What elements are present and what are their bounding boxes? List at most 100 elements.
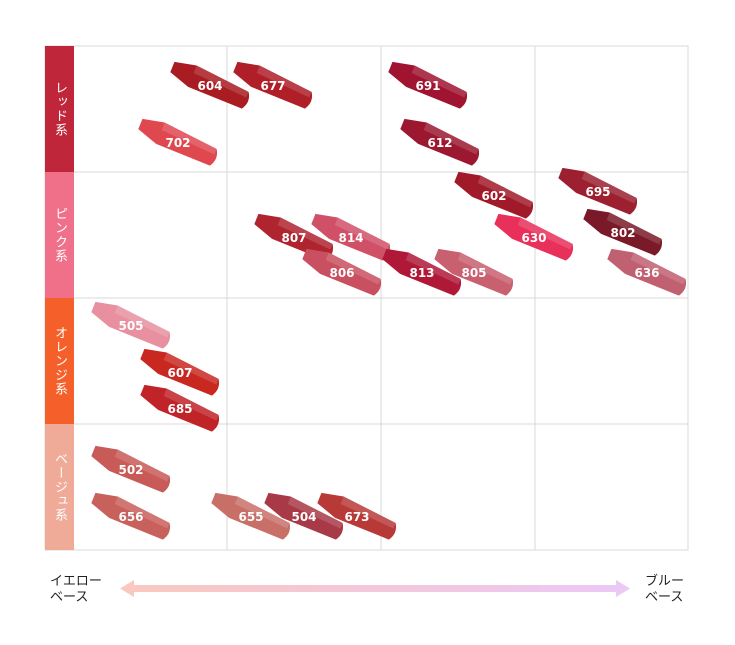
lipstick-shade bbox=[193, 65, 249, 98]
axis-right: ブルー ベース bbox=[645, 574, 684, 606]
lipstick-shade bbox=[325, 252, 381, 285]
axis-text: ベース bbox=[50, 590, 89, 605]
lipstick-shape bbox=[558, 167, 638, 215]
lipstick-shade bbox=[163, 388, 219, 421]
axis-text: ブルー bbox=[645, 574, 685, 589]
lipstick-shade bbox=[161, 122, 217, 155]
lipstick bbox=[254, 213, 334, 261]
lipstick-shape bbox=[91, 301, 171, 349]
axis-text: イエロー bbox=[50, 574, 102, 589]
lipstick bbox=[382, 248, 462, 296]
lipstick-shade bbox=[457, 252, 513, 285]
lipstick-shade bbox=[581, 171, 637, 204]
lipstick-shape bbox=[140, 384, 220, 432]
lipstick-shape bbox=[170, 61, 250, 109]
lipstick-shape bbox=[388, 61, 468, 109]
lipstick-label: 695 bbox=[585, 185, 610, 199]
lipstick bbox=[91, 301, 171, 349]
lipstick-label: 655 bbox=[238, 510, 263, 524]
lipstick-label: 807 bbox=[281, 231, 306, 245]
lipstick bbox=[583, 208, 663, 256]
lipstick-label: 504 bbox=[291, 510, 316, 524]
lipstick-shape bbox=[400, 118, 480, 166]
lipstick-shape bbox=[434, 248, 514, 296]
lipstick-shade bbox=[114, 305, 170, 338]
lipstick-shade bbox=[234, 496, 290, 529]
lipstick bbox=[302, 248, 382, 296]
grid bbox=[44, 45, 689, 551]
lipstick-shape bbox=[454, 171, 534, 219]
lipstick-shade bbox=[114, 449, 170, 482]
lipstick-shade bbox=[606, 212, 662, 245]
lipstick-shape bbox=[311, 213, 391, 261]
lipstick-label: 685 bbox=[167, 402, 192, 416]
lipstick-label: 630 bbox=[521, 231, 546, 245]
lipstick-label: 505 bbox=[118, 319, 143, 333]
lipstick bbox=[400, 118, 480, 166]
lipstick-shade bbox=[517, 217, 573, 250]
lipstick-label: 691 bbox=[415, 79, 440, 93]
lipstick bbox=[454, 171, 534, 219]
lipstick-shade bbox=[334, 217, 390, 250]
lipstick bbox=[264, 492, 344, 540]
lipstick bbox=[211, 492, 291, 540]
lipstick-label: 802 bbox=[610, 226, 635, 240]
lipstick-shade bbox=[163, 352, 219, 385]
lipstick-shade bbox=[630, 252, 686, 285]
lipstick bbox=[388, 61, 468, 109]
lipstick-shape bbox=[382, 248, 462, 296]
lipstick-shape bbox=[211, 492, 291, 540]
row-label: ピンク系 bbox=[45, 172, 74, 298]
row-label: レッド系 bbox=[45, 46, 74, 172]
lipstick bbox=[317, 492, 397, 540]
lipstick-shape bbox=[91, 445, 171, 493]
lipstick bbox=[170, 61, 250, 109]
lipstick bbox=[494, 213, 574, 261]
lipstick-label: 673 bbox=[344, 510, 369, 524]
axis-arrow bbox=[120, 580, 630, 597]
lipstick bbox=[434, 248, 514, 296]
row-label: オレンジ系 bbox=[45, 298, 74, 424]
lipstick-shape bbox=[302, 248, 382, 296]
lipstick-shape bbox=[317, 492, 397, 540]
lipstick-shape bbox=[607, 248, 687, 296]
lipstick-label: 604 bbox=[197, 79, 222, 93]
lipstick bbox=[138, 118, 218, 166]
lipstick bbox=[233, 61, 313, 109]
lipstick-shade bbox=[114, 496, 170, 529]
lipstick bbox=[607, 248, 687, 296]
lipstick-shape bbox=[138, 118, 218, 166]
lipstick-label: 814 bbox=[338, 231, 363, 245]
row-label: ベージュ系 bbox=[45, 424, 74, 550]
lipstick-label: 677 bbox=[260, 79, 285, 93]
lipstick bbox=[140, 348, 220, 396]
lipstick-shade bbox=[477, 175, 533, 208]
lipstick-shade bbox=[287, 496, 343, 529]
axis-left: イエロー ベース bbox=[50, 574, 102, 606]
lipstick bbox=[91, 445, 171, 493]
lipstick-label: 656 bbox=[118, 510, 143, 524]
lipstick bbox=[140, 384, 220, 432]
axis-text: ベース bbox=[645, 590, 684, 605]
lipstick-shape bbox=[494, 213, 574, 261]
lipstick-label: 813 bbox=[409, 266, 434, 280]
lipstick bbox=[558, 167, 638, 215]
lipstick-shade bbox=[423, 122, 479, 155]
lipstick-label: 805 bbox=[461, 266, 486, 280]
lipstick-shade bbox=[277, 217, 333, 250]
lipstick-label: 607 bbox=[167, 366, 192, 380]
lipstick bbox=[311, 213, 391, 261]
lipstick-shape bbox=[91, 492, 171, 540]
lipstick-label: 502 bbox=[118, 463, 143, 477]
lipstick-label: 806 bbox=[329, 266, 354, 280]
lipstick-shade bbox=[256, 65, 312, 98]
lipstick-label: 636 bbox=[634, 266, 659, 280]
lipstick-shape bbox=[264, 492, 344, 540]
lipstick-shade bbox=[405, 252, 461, 285]
lipstick-label: 602 bbox=[481, 189, 506, 203]
lipstick-shape bbox=[583, 208, 663, 256]
lipstick-shape bbox=[254, 213, 334, 261]
lipstick-label: 612 bbox=[427, 136, 452, 150]
